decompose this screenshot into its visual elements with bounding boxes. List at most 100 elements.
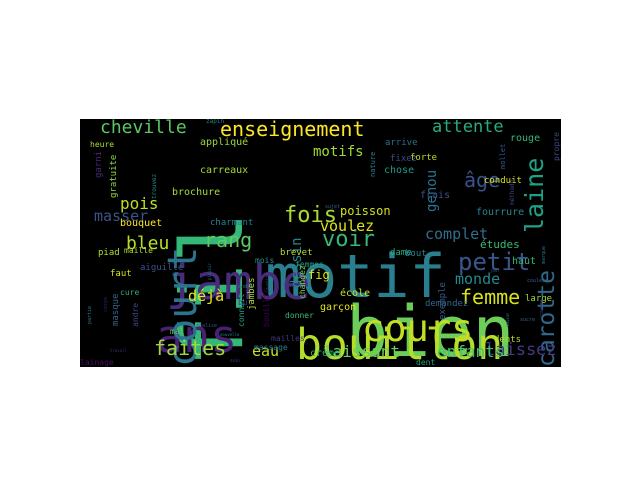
cloud-word: eau [252, 342, 280, 360]
cloud-word: massage [254, 343, 288, 352]
cloud-word: trouvez [151, 173, 158, 199]
cloud-word: garni [94, 150, 104, 178]
cloud-word: mal [170, 327, 185, 336]
cloud-word: masser [94, 207, 149, 225]
cloud-word: gratuite [109, 154, 119, 198]
cloud-word: enseignement [220, 119, 365, 141]
cloud-word: haut [512, 256, 537, 267]
cloud-word: méthode [509, 179, 516, 205]
cloud-word: travail [110, 348, 127, 353]
cloud-word: large [525, 294, 553, 304]
cloud-word: tendre [235, 284, 254, 290]
cloud-word: masque [111, 293, 121, 326]
cloud-word: dents [494, 335, 522, 345]
cloud-word: mollet [499, 143, 507, 169]
cloud-word: maille [124, 246, 153, 255]
cloud-word: mailles [271, 334, 305, 343]
cloud-word: andre [131, 302, 140, 327]
cloud-word: motifs [313, 144, 364, 160]
cloud-word: forte [410, 153, 438, 163]
cloud-word: sucre [520, 317, 536, 323]
cloud-word: sujet [325, 204, 341, 210]
cloud-word: soin [230, 358, 240, 363]
cloud-word: nature [369, 151, 377, 177]
cloud-word: coudre [539, 298, 545, 317]
cloud-word: faites [154, 336, 227, 360]
cloud-word: femme [460, 285, 521, 309]
cloud-word: enfants [437, 342, 505, 361]
cloud-word: corps [103, 296, 109, 312]
cloud-word: changez [298, 265, 307, 299]
cloud-word: aiguille [140, 263, 184, 273]
cloud-word: partie [87, 305, 93, 324]
cloud-word: bien [346, 291, 515, 367]
cloud-word: attente [432, 119, 504, 137]
cloud-word: donner [285, 311, 314, 320]
cloud-word: voulez [320, 217, 375, 235]
cloud-word: mois [255, 256, 275, 265]
cloud-word: âge [464, 168, 501, 192]
cloud-word: déjà [188, 287, 225, 305]
cloud-word: bout [405, 249, 427, 259]
cloud-word: but [238, 298, 253, 307]
cloud-word: laissant [323, 342, 401, 361]
cloud-word: fig [308, 268, 330, 282]
cloud-word: rang [204, 228, 253, 252]
cloud-word: jour [490, 268, 500, 273]
cloud-word: arrive [385, 138, 418, 148]
cloud-word: faut [110, 269, 132, 279]
cloud-word: cure [120, 288, 140, 297]
cloud-word: petit [458, 248, 531, 276]
cloud-word: exemple [438, 282, 448, 320]
cloud-word: cours [362, 307, 474, 350]
cloud-word: jambe [166, 255, 311, 311]
cloud-word: brochure [172, 187, 221, 198]
cloud-word: complet [425, 225, 489, 243]
cloud-word: couleur [527, 278, 549, 284]
cloud-word: jambes [247, 277, 257, 310]
cloud-word: brevet [280, 248, 313, 258]
cloud-word: bouquet [120, 218, 163, 229]
cloud-word: charmant [210, 218, 254, 228]
cloud-word: crème [310, 348, 341, 359]
cloud-word: monde [455, 270, 501, 288]
cloud-word: laissez [485, 340, 557, 360]
cloud-word: heure [90, 140, 115, 149]
cloud-word: motif [265, 242, 446, 312]
cloud-word: rouge [510, 133, 541, 144]
cloud-word: fois [284, 203, 337, 228]
cloud-word: saison [505, 312, 510, 327]
cloud-word: bleu [126, 233, 170, 254]
cloud-word: voir [322, 227, 375, 252]
cloud-word: frais [420, 190, 451, 201]
cloud-word: lainage [80, 358, 114, 367]
cloud-word: zapin [206, 119, 225, 125]
cloud-word: conduit [484, 176, 522, 186]
cloud-word: poisson [340, 204, 391, 218]
cloud-word: qualité [265, 273, 270, 290]
cloud-word: appliqué [200, 137, 249, 148]
cloud-word: nouvelle [220, 332, 240, 337]
cloud-word: propre [552, 132, 561, 161]
word-cloud: motif fil bien jambe bouillon cours ans court en… [80, 119, 561, 367]
cloud-word: ans [156, 310, 238, 363]
cloud-word: école [340, 288, 371, 299]
cloud-word: fourrure [476, 207, 525, 218]
cloud-word: cheville [100, 119, 187, 138]
cloud-word: marque [541, 245, 547, 264]
cloud-word: laine [520, 157, 549, 233]
cloud-word: femmes [295, 260, 324, 269]
cloud-word: bouillon [296, 320, 504, 367]
cloud-word: garçon [320, 302, 357, 313]
cloud-word: dent [416, 358, 436, 367]
cloud-word: carreaux [200, 165, 249, 176]
cloud-word: bouillir [262, 288, 271, 327]
cloud-word: pois [120, 194, 159, 213]
cloud-word: fixez [390, 154, 418, 164]
cloud-word: études [480, 238, 520, 251]
cloud-word: réalise [196, 323, 218, 329]
cloud-word: piad [98, 248, 120, 258]
cloud-word: demandez [425, 299, 469, 309]
cloud-word: connaît [237, 293, 246, 327]
cloud-word: dame [390, 248, 412, 258]
